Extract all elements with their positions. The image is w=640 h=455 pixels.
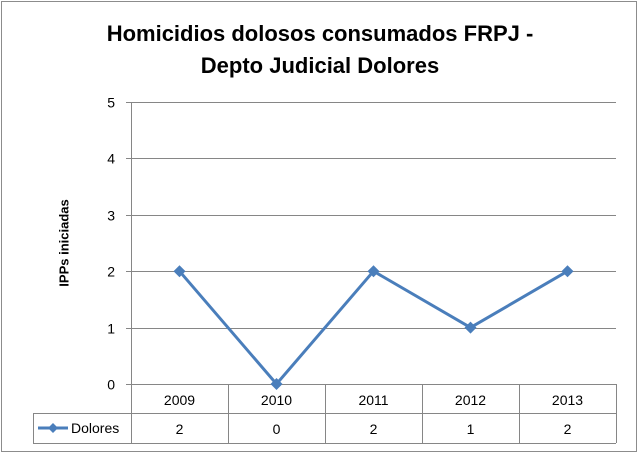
data-point	[270, 378, 283, 390]
data-point	[173, 265, 186, 278]
y-tick-label: 2	[107, 264, 115, 280]
legend-label: Dolores	[71, 420, 119, 436]
x-category-label: 2012	[455, 392, 486, 408]
table-value-label: 2	[176, 421, 184, 437]
data-point	[367, 265, 380, 278]
chart-title: Homicidios dolosos consumados FRPJ - Dep…	[0, 18, 640, 82]
x-category-label: 2011	[358, 392, 388, 408]
series-line-dolores	[178, 269, 569, 386]
table-value-label: 2	[564, 421, 572, 437]
legend-marker	[48, 423, 58, 433]
chart-title-line-1: Homicidios dolosos consumados FRPJ -	[106, 21, 534, 46]
table-value-label: 2	[370, 421, 378, 437]
y-tick-label: 1	[107, 321, 115, 337]
x-category-label: 2010	[261, 392, 292, 408]
data-point	[561, 265, 574, 278]
table-value-label: 0	[273, 421, 281, 437]
data-point	[464, 321, 477, 334]
y-tick-label: 5	[107, 95, 115, 111]
x-category-label: 2009	[164, 392, 195, 408]
x-category-label: 2013	[552, 392, 583, 408]
table-value-label: 1	[467, 421, 475, 437]
y-tick-label: 4	[107, 151, 115, 167]
y-tick-label: 3	[107, 208, 115, 224]
y-tick-label: 0	[107, 377, 115, 393]
chart-title-line-2: Depto Judicial Dolores	[200, 53, 440, 78]
